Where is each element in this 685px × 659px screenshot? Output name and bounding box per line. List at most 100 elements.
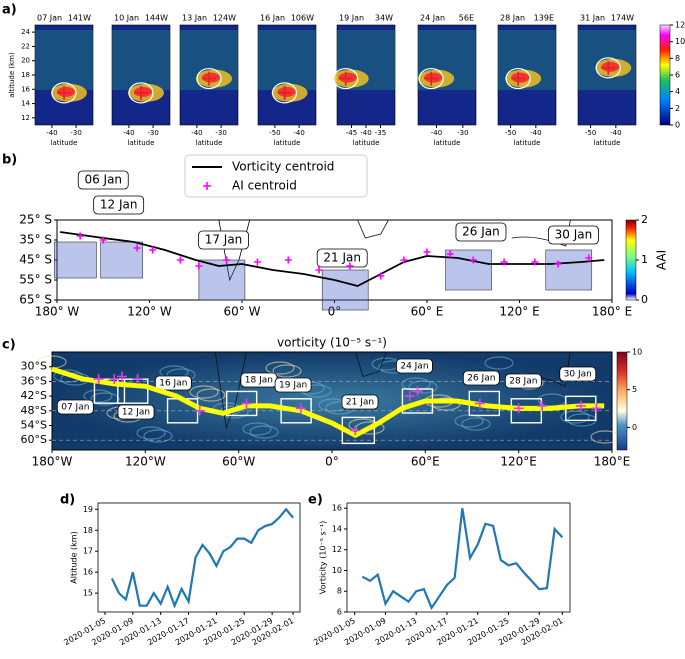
colorbar-tick-label: 1: [641, 253, 648, 266]
date-label-box: [559, 366, 597, 382]
vorticity-swirl: [401, 377, 431, 391]
panel-letter: c): [2, 338, 16, 353]
panel-date: 24 Jan: [420, 14, 445, 23]
x-tick-label: -40: [530, 129, 541, 137]
y-tick-label: 6: [337, 608, 342, 617]
x-tick-label: -35: [375, 129, 386, 137]
x-tick-label: 120° W: [127, 305, 172, 319]
x-tick-label: 180° E: [592, 305, 632, 319]
vorticity-swirl: [461, 417, 491, 431]
vorticity-swirl: [272, 364, 302, 378]
profile-noise: [112, 30, 170, 90]
x-tick-label: 180°W: [32, 455, 73, 469]
x-tick-label: -40: [123, 129, 134, 137]
aerosol-core: [202, 72, 220, 83]
centroid-marker: [223, 256, 231, 264]
x-axis-label: latitude: [51, 139, 78, 147]
x-axis-label: latitude: [196, 139, 223, 147]
date-label-box: [198, 230, 249, 250]
continent: [354, 351, 387, 378]
centroid-marker: [469, 256, 477, 264]
panel-longitude: 56E: [459, 14, 474, 23]
panel-letter: e): [308, 493, 323, 508]
y-tick-label: 16: [83, 568, 93, 577]
date-label-box: [504, 373, 542, 389]
aerosol-core: [277, 86, 296, 97]
region-box: [54, 241, 97, 279]
colorbar-tick-label: 6: [675, 71, 680, 80]
date-label-box: [341, 394, 379, 410]
vorticity-swirl: [249, 425, 279, 439]
y-axis-label: Vorticity (10⁻⁵ s⁻¹): [319, 521, 328, 594]
y-tick-label: 48°S: [21, 404, 47, 417]
vorticity-swirl: [136, 426, 166, 440]
x-tick-label: -40: [293, 129, 304, 137]
y-tick-label: 12: [21, 114, 30, 122]
centroid-marker: [423, 248, 431, 256]
y-tick-label: 24: [21, 28, 30, 36]
centroid-marker: [346, 262, 354, 270]
vorticity-swirl: [189, 385, 219, 399]
x-tick-label: 60° W: [224, 305, 261, 319]
panel-date: 19 Jan: [339, 14, 364, 23]
vorticity-swirl: [265, 361, 295, 375]
centroid-marker: [404, 391, 415, 402]
data-line: [361, 508, 564, 611]
colorbar-tick-label: 5: [632, 385, 637, 394]
profile-noise: [258, 30, 316, 90]
date-label: 06 Jan: [84, 173, 122, 187]
y-tick-label: 20: [21, 57, 30, 65]
y-tick-label: 12: [332, 545, 342, 554]
data-line: [110, 507, 294, 609]
colorbar-tick-label: 0: [632, 423, 637, 432]
y-tick-label: 55° S: [19, 273, 52, 287]
continent: [357, 219, 389, 239]
x-tick-label: -40: [360, 129, 371, 137]
date-label: 21 Jan: [346, 398, 374, 408]
y-tick-label: 15: [83, 589, 93, 598]
map-background: [51, 351, 613, 451]
y-tick-label: 16: [21, 85, 30, 93]
centroid-marker: [537, 400, 547, 411]
panel-date: 07 Jan: [37, 14, 62, 23]
y-tick-label: 25° S: [19, 213, 52, 227]
y-tick-label: 35° S: [19, 233, 52, 247]
aerosol-core: [134, 86, 152, 97]
legend-label: Vorticity centroid: [232, 160, 334, 174]
date-label-box: [154, 375, 192, 391]
panel-letter: b): [2, 153, 17, 168]
date-label: 19 Jan: [279, 381, 307, 391]
y-tick-label: 18: [21, 71, 30, 79]
x-tick-label: -30: [457, 129, 468, 137]
centroid-marker: [117, 371, 127, 382]
x-axis-label: latitude: [514, 139, 541, 147]
x-tick-label: -40: [431, 129, 442, 137]
panel-longitude: 141W: [68, 14, 91, 23]
y-tick-label: 10: [332, 566, 342, 575]
x-tick-label: -45: [346, 129, 357, 137]
x-tick-label: 180°E: [594, 455, 631, 469]
x-tick-label: -30: [147, 129, 158, 137]
panel-longitude: 106W: [291, 14, 314, 23]
panel-date: 10 Jan: [114, 14, 139, 23]
y-tick-label: 36°S: [21, 374, 47, 387]
vorticity-swirl: [143, 429, 173, 443]
date-label-box: [316, 248, 368, 268]
vorticity-contour: [271, 82, 298, 104]
centroid-marker: [474, 398, 485, 409]
track-line: [59, 231, 605, 287]
date-label: 21 Jan: [323, 251, 361, 265]
vorticity-swirl: [560, 410, 590, 424]
x-tick-label: 60° E: [411, 305, 444, 319]
vorticity-contour: [196, 67, 222, 90]
centroid-marker: [400, 256, 408, 264]
centroid-marker: [446, 250, 454, 258]
x-tick-label: 60°E: [411, 455, 440, 469]
x-tick-label: -30: [215, 129, 226, 137]
centroid-marker: [149, 246, 157, 254]
date-label-box: [462, 370, 500, 386]
plot-area: [97, 502, 301, 613]
chart-title: vorticity (10⁻⁵ s⁻¹): [277, 336, 387, 350]
x-tick-label: -50: [505, 129, 516, 137]
